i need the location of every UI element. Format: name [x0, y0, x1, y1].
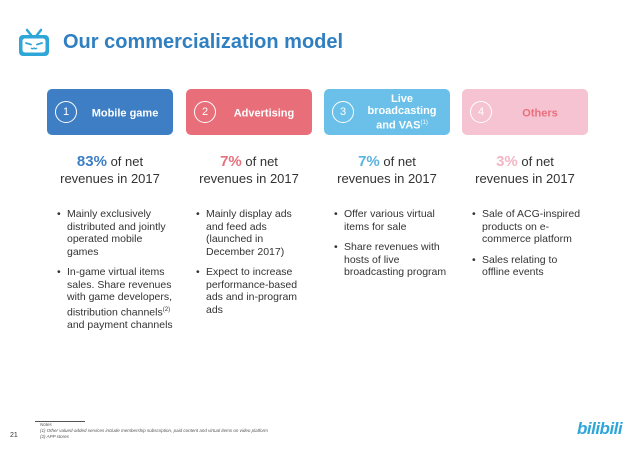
category-number: 2	[194, 101, 216, 123]
category-label: Mobile game	[91, 107, 159, 120]
category-number: 4	[470, 101, 492, 123]
revenue-column-mobile-game: 1 Mobile game 83% of net revenues in 201…	[47, 89, 173, 339]
stat-text: of net	[383, 154, 416, 169]
bullet-item: Expect to increase performance-based ads…	[196, 266, 312, 316]
tv-mascot-icon	[19, 28, 49, 56]
stat-text: of net	[245, 154, 278, 169]
stat-text: of net	[521, 154, 554, 169]
bullet-item: In-game virtual items sales. Share reven…	[57, 266, 173, 331]
bullet-list: Offer various virtual items for sale Sha…	[324, 208, 450, 279]
revenue-share: 7% of net revenues in 2017	[186, 153, 312, 187]
bullet-item: Mainly exclusively distributed and joint…	[57, 208, 173, 258]
footnote-2: (2) APP stores	[40, 434, 69, 439]
bullet-item: Sales relating to offline events	[472, 254, 588, 279]
revenue-percent: 7%	[358, 153, 380, 170]
bullet-list: Sale of ACG-inspired products on e-comme…	[462, 208, 588, 279]
footnote-1: (1) Other valued-added services include …	[40, 428, 268, 433]
bullet-item: Offer various virtual items for sale	[334, 208, 450, 233]
page-number: 21	[10, 432, 18, 439]
revenue-percent: 3%	[496, 153, 518, 170]
revenue-percent: 83%	[76, 153, 107, 170]
category-pill: 2 Advertising	[186, 89, 312, 135]
revenue-percent: 7%	[220, 153, 242, 170]
stat-text: of net	[110, 154, 144, 169]
category-pill: 3 Live broadcasting and VAS(1)	[324, 89, 450, 135]
notes-title: Notes	[40, 422, 52, 427]
stat-text: revenues in 2017	[337, 171, 437, 186]
revenue-column-advertising: 2 Advertising 7% of net revenues in 2017…	[186, 89, 312, 324]
category-label: Advertising	[233, 107, 295, 120]
stat-text: revenues in 2017	[60, 171, 160, 186]
bullet-item: Sale of ACG-inspired products on e-comme…	[472, 208, 588, 246]
revenue-share: 3% of net revenues in 2017	[462, 153, 588, 187]
category-label: Live broadcasting and VAS(1)	[367, 92, 437, 132]
bilibili-logo: bilibili	[577, 419, 623, 438]
bullet-item: Share revenues with hosts of live broadc…	[334, 241, 450, 279]
stat-text: revenues in 2017	[199, 171, 299, 186]
revenue-share: 83% of net revenues in 2017	[47, 153, 173, 187]
bullet-list: Mainly display ads and feed ads (launche…	[186, 208, 312, 316]
page-title: Our commercialization model	[63, 31, 344, 53]
notes-divider	[35, 421, 85, 422]
category-label: Others	[522, 107, 558, 120]
bullet-list: Mainly exclusively distributed and joint…	[47, 208, 173, 331]
stat-text: revenues in 2017	[475, 171, 575, 186]
category-number: 1	[55, 101, 77, 123]
revenue-column-others: 4 Others 3% of net revenues in 2017 Sale…	[462, 89, 588, 287]
revenue-column-live-broadcasting: 3 Live broadcasting and VAS(1) 7% of net…	[324, 89, 450, 287]
revenue-share: 7% of net revenues in 2017	[324, 153, 450, 187]
footnotes: Notes (1) Other valued-added services in…	[40, 422, 268, 440]
category-number: 3	[332, 101, 354, 123]
category-pill: 1 Mobile game	[47, 89, 173, 135]
bullet-item: Mainly display ads and feed ads (launche…	[196, 208, 312, 258]
category-pill: 4 Others	[462, 89, 588, 135]
